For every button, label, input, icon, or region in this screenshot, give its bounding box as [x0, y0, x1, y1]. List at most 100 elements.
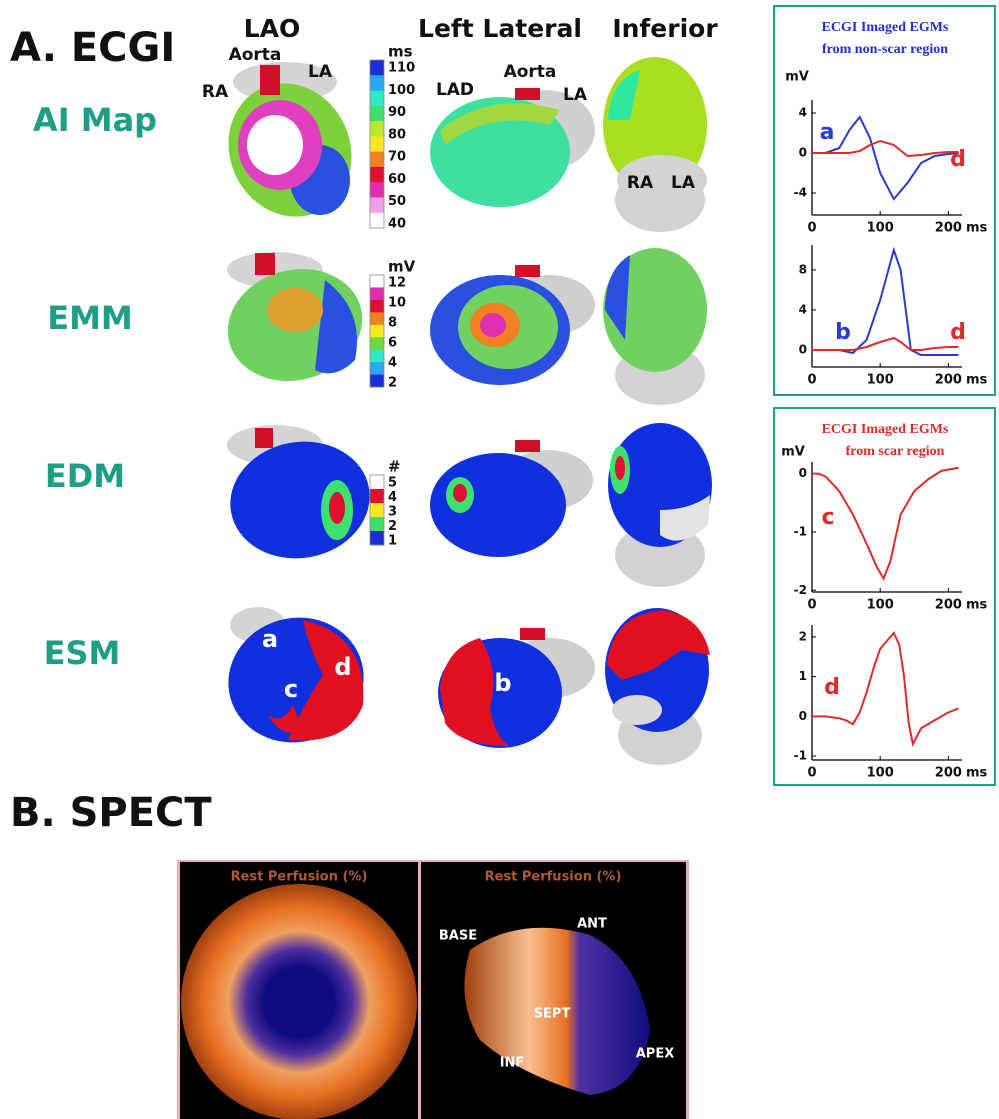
colorbar-tick-label: 40	[388, 217, 406, 232]
spect-label: APEX	[636, 1047, 675, 1062]
box-title: ECGI Imaged EGMs	[822, 20, 949, 35]
colorbar-tick-label: 110	[388, 61, 415, 76]
region-label: a	[262, 625, 278, 653]
legend-label: c	[821, 505, 834, 530]
y-unit: mV	[785, 70, 809, 85]
x-axis-label: ms	[966, 221, 988, 236]
colorbar-tick-label: 100	[388, 83, 415, 98]
x-axis-label: ms	[966, 766, 988, 781]
colorbar-band	[370, 325, 384, 338]
heart-inferior	[605, 608, 710, 765]
colorbar-tick-label: 4	[388, 490, 397, 505]
y-tick-label: 0	[799, 343, 807, 357]
region-label: b	[494, 669, 511, 697]
egm-line	[812, 250, 959, 355]
anatomy-label: RA	[202, 82, 229, 102]
colorbar-band	[370, 503, 384, 518]
x-tick-label: 200	[935, 598, 962, 613]
x-tick-label: 100	[867, 221, 894, 236]
egm-box	[774, 408, 995, 785]
row-label: ESM	[44, 634, 121, 672]
colorbar-tick-label: 80	[388, 127, 406, 142]
anatomy-label: LA	[671, 173, 696, 193]
colorbar-tick-label: 70	[388, 150, 406, 165]
colorbar-unit: mV	[388, 258, 416, 276]
colorbar-unit: ms	[388, 43, 413, 61]
colorbar-band	[370, 287, 384, 300]
colorbar-tick-label: 4	[388, 356, 397, 371]
heart-inferior	[608, 423, 712, 587]
x-tick-label: 0	[807, 766, 816, 781]
colorbar-band	[370, 121, 384, 137]
heart-inferior	[603, 248, 707, 405]
heart-lateral	[438, 628, 595, 748]
spect-title: Rest Perfusion (%)	[231, 870, 368, 885]
colorbar-band	[370, 60, 384, 76]
colorbar-tick-label: 2	[388, 376, 397, 391]
colorbar-band	[370, 275, 384, 288]
egm-line	[812, 338, 959, 350]
spect-label: SEPT	[534, 1007, 571, 1022]
y-tick-label: -1	[794, 524, 807, 538]
view-label: Left Lateral	[418, 14, 582, 43]
colorbar-band	[370, 475, 384, 490]
colorbar-band	[370, 531, 384, 546]
anatomy-label: Aorta	[229, 45, 282, 65]
colorbar-tick-label: 1	[388, 534, 397, 549]
figure: A. ECGI LAO Left Lateral Inferior AI Map…	[0, 0, 999, 1119]
anatomy-label: LAD	[436, 80, 474, 100]
colorbar-band	[370, 91, 384, 107]
box-title: from scar region	[846, 444, 945, 459]
x-tick-label: 100	[867, 766, 894, 781]
colorbar-tick-label: 50	[388, 194, 406, 209]
colorbar-band	[370, 337, 384, 350]
colorbar-tick-label: 6	[388, 336, 397, 351]
region-label: d	[334, 653, 351, 681]
legend-label: a	[820, 120, 835, 145]
heart-lao	[221, 425, 379, 569]
x-tick-label: 200	[935, 373, 962, 388]
x-axis-label: ms	[966, 373, 988, 388]
y-tick-label: 0	[799, 709, 807, 723]
colorbar-band	[370, 167, 384, 183]
colorbar-unit: #	[388, 458, 401, 476]
box-title: from non-scar region	[822, 42, 948, 57]
y-tick-label: 2	[799, 629, 807, 643]
row-label: EMM	[47, 299, 133, 337]
colorbar-tick-label: 2	[388, 519, 397, 534]
colorbar-band	[370, 300, 384, 313]
panel-title: B. SPECT	[10, 790, 212, 836]
colorbar-band	[370, 182, 384, 198]
y-tick-label: 0	[799, 466, 807, 480]
spect-label: BASE	[439, 929, 477, 944]
colorbar-band	[370, 375, 384, 388]
x-tick-label: 200	[935, 221, 962, 236]
spect-label: INF	[500, 1056, 525, 1071]
legend-label: d	[950, 147, 966, 172]
view-label: Inferior	[612, 14, 718, 43]
heart-lao	[215, 252, 375, 396]
x-tick-label: 100	[867, 373, 894, 388]
panel-title: A. ECGI	[10, 25, 175, 71]
colorbar-tick-label: 12	[388, 276, 406, 291]
x-tick-label: 0	[807, 221, 816, 236]
spect-label: ANT	[577, 917, 607, 932]
box-title: ECGI Imaged EGMs	[822, 422, 949, 437]
colorbar-band	[370, 350, 384, 363]
colorbar-band	[370, 213, 384, 229]
x-tick-label: 100	[867, 598, 894, 613]
region-label: c	[284, 675, 298, 703]
legend-label: d	[824, 675, 840, 700]
colorbar-tick-label: 90	[388, 105, 406, 120]
colorbar-band	[370, 312, 384, 325]
colorbar-band	[370, 197, 384, 213]
x-tick-label: 0	[807, 373, 816, 388]
legend-label: d	[950, 320, 966, 345]
y-unit: mV	[781, 445, 805, 460]
colorbar-band	[370, 136, 384, 152]
colorbar-tick-label: 8	[388, 316, 397, 331]
anatomy-label: Aorta	[504, 62, 557, 82]
y-tick-label: -2	[794, 583, 807, 597]
colorbar-band	[370, 106, 384, 122]
colorbar-band	[370, 362, 384, 375]
